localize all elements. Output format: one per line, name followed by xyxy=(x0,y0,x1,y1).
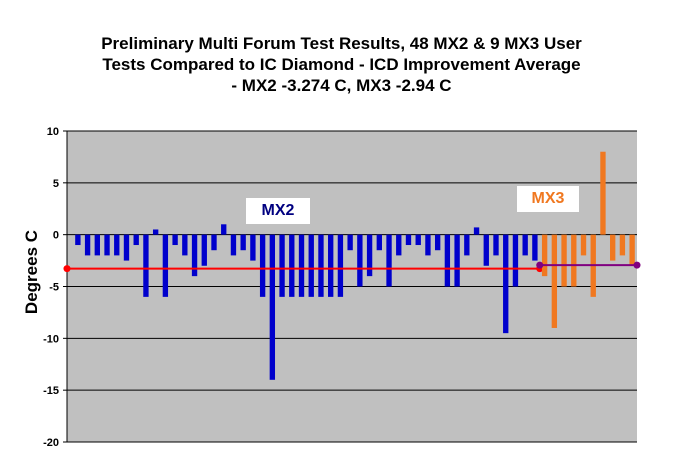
y-tick-label: -10 xyxy=(43,333,59,345)
bar-mx2-37 xyxy=(425,234,431,256)
bar-mx3-8 xyxy=(610,234,616,261)
bar-mx3-9 xyxy=(619,234,626,256)
bar-mx2-44 xyxy=(493,234,499,256)
mx3-series-label: MX3 xyxy=(517,186,579,212)
bar-mx2-10 xyxy=(162,234,169,297)
y-tick-label: -5 xyxy=(49,282,59,294)
mx2-series-label: MX2 xyxy=(246,198,310,224)
average-marker-start-mx2 xyxy=(63,265,71,273)
bar-mx2-25 xyxy=(308,234,314,297)
bar-mx2-27 xyxy=(328,234,334,297)
bar-mx2-11 xyxy=(172,234,178,246)
bar-mx2-39 xyxy=(444,234,451,287)
bar-mx2-34 xyxy=(396,234,402,256)
bar-mx3-2 xyxy=(551,234,558,328)
chart-title-line-1: Preliminary Multi Forum Test Results, 48… xyxy=(101,34,582,53)
bar-mx2-40 xyxy=(454,234,460,287)
y-tick-label: 0 xyxy=(53,230,59,242)
bar-mx2-16 xyxy=(221,224,227,235)
bar-mx2-6 xyxy=(123,234,130,261)
bar-mx2-17 xyxy=(230,234,237,256)
bar-mx2-38 xyxy=(434,234,441,251)
bar-mx2-9 xyxy=(152,229,159,235)
chart-title-line-2: Tests Compared to IC Diamond - ICD Impro… xyxy=(102,55,581,74)
average-marker-start-mx3 xyxy=(536,261,544,269)
y-tick-label: -15 xyxy=(43,385,59,397)
bar-mx2-21 xyxy=(269,234,276,380)
y-tick-label: -20 xyxy=(43,437,59,449)
bar-mx2-14 xyxy=(201,234,207,266)
bar-mx2-26 xyxy=(318,234,324,297)
bar-mx2-15 xyxy=(211,234,217,251)
chart-title-line-3: - MX2 -3.274 C, MX3 -2.94 C xyxy=(231,76,452,95)
bar-mx3-4 xyxy=(571,234,577,287)
bar-mx2-4 xyxy=(104,234,110,256)
bar-mx3-10 xyxy=(629,234,635,266)
bar-mx2-24 xyxy=(298,234,305,297)
bar-mx2-35 xyxy=(405,234,412,246)
bar-mx2-48 xyxy=(532,234,538,261)
bar-mx2-22 xyxy=(279,234,285,297)
bar-mx2-7 xyxy=(133,234,139,246)
bar-mx2-30 xyxy=(357,234,363,287)
bar-mx2-5 xyxy=(114,234,120,256)
bar-mx2-36 xyxy=(415,234,421,246)
bar-mx2-18 xyxy=(240,234,246,251)
bar-mx2-3 xyxy=(94,234,100,256)
bar-mx2-29 xyxy=(347,234,353,251)
bar-mx2-1 xyxy=(75,234,81,246)
bar-mx3-1 xyxy=(541,234,548,277)
bar-mx3-7 xyxy=(600,151,606,235)
bar-mx2-31 xyxy=(366,234,373,277)
bar-mx2-28 xyxy=(337,234,344,297)
bar-mx2-41 xyxy=(464,234,470,256)
bar-mx2-43 xyxy=(483,234,489,266)
bar-mx2-42 xyxy=(473,227,480,235)
bar-mx3-5 xyxy=(580,234,587,256)
bar-mx2-2 xyxy=(84,234,91,256)
y-tick-label: 5 xyxy=(53,178,59,190)
average-marker-end-mx3 xyxy=(633,261,641,269)
bar-mx2-23 xyxy=(289,234,295,297)
bar-mx2-45 xyxy=(503,234,509,334)
bar-mx2-13 xyxy=(191,234,198,277)
bar-mx2-46 xyxy=(512,234,519,287)
bar-mx2-12 xyxy=(182,234,188,256)
y-tick-label: 10 xyxy=(47,126,59,138)
bar-mx3-3 xyxy=(561,234,567,287)
bar-mx2-19 xyxy=(250,234,256,261)
bar-mx2-32 xyxy=(376,234,382,251)
bar-mx2-33 xyxy=(386,234,392,287)
bar-mx2-47 xyxy=(522,234,528,256)
bar-mx2-8 xyxy=(143,234,149,297)
bar-mx2-20 xyxy=(259,234,266,297)
